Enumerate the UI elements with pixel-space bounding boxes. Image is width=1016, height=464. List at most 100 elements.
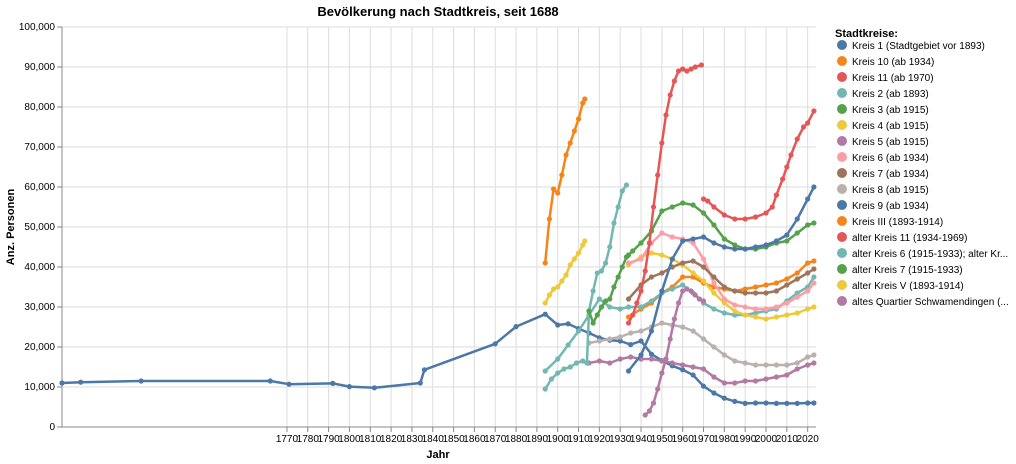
data-point (646, 240, 652, 246)
data-point (700, 256, 707, 262)
data-point (752, 214, 759, 220)
data-point (607, 304, 613, 310)
legend-title: Stadtkreise: (835, 28, 898, 40)
x-tick-label: 1900 (547, 434, 570, 445)
data-point (417, 380, 423, 386)
data-point (794, 310, 800, 316)
data-point (794, 216, 800, 222)
data-point (752, 378, 759, 384)
data-point (648, 298, 655, 304)
data-point (625, 260, 632, 266)
data-point (773, 288, 780, 294)
data-point (346, 384, 353, 390)
data-point (690, 258, 696, 264)
data-point (680, 362, 686, 368)
data-point (684, 68, 690, 74)
data-point (773, 362, 780, 368)
data-point (721, 296, 727, 302)
x-tick-label: 1880 (505, 434, 528, 445)
data-point (628, 342, 634, 348)
data-point (700, 234, 707, 240)
data-point (546, 292, 552, 298)
data-point (742, 216, 748, 222)
data-point (286, 381, 292, 387)
data-point (575, 116, 582, 122)
legend-marker (837, 120, 847, 130)
legend-label: alter Kreis 7 (1915-1933) (852, 265, 963, 276)
data-point (630, 312, 636, 318)
legend-label: altes Quartier Schwamendingen (... (852, 297, 1009, 308)
data-point (634, 300, 640, 306)
data-point (567, 140, 573, 146)
data-point (780, 176, 786, 182)
series-line (61, 312, 814, 405)
data-point (575, 328, 582, 334)
data-point (690, 270, 696, 276)
data-point (711, 274, 717, 280)
data-point (607, 244, 613, 250)
data-point (700, 383, 707, 389)
data-point (421, 367, 428, 373)
data-point (742, 290, 748, 296)
data-point (711, 204, 717, 210)
grid-layer (62, 26, 816, 428)
data-point (805, 400, 811, 406)
data-point (763, 242, 769, 248)
data-point (794, 294, 800, 300)
y-tick-label: 100,000 (19, 22, 56, 33)
data-point (805, 222, 811, 228)
data-point (721, 380, 727, 386)
y-axis-title: Anz. Personen (5, 189, 17, 266)
data-point (763, 282, 769, 288)
data-point (563, 152, 569, 158)
legend-marker (837, 232, 847, 242)
data-point (648, 356, 655, 362)
y-tick-label: 60,000 (24, 182, 55, 193)
data-point (565, 342, 571, 348)
data-point (78, 379, 84, 385)
data-point (690, 274, 696, 280)
x-tick-label: 2000 (755, 434, 778, 445)
x-tick-label: 1960 (672, 434, 695, 445)
data-point (773, 192, 780, 198)
data-point (763, 306, 769, 312)
data-point (563, 272, 569, 278)
data-point (732, 312, 738, 318)
legend-label: Kreis 4 (ab 1915) (852, 121, 929, 132)
x-tick-label: 1980 (713, 434, 736, 445)
series-layer (59, 62, 817, 418)
data-point (721, 244, 727, 250)
data-point (805, 260, 811, 266)
y-tick-label: 20,000 (24, 342, 55, 353)
data-point (575, 250, 582, 256)
legend-marker (837, 88, 847, 98)
y-tick-label: 90,000 (24, 62, 55, 73)
data-point (625, 304, 632, 310)
data-point (784, 312, 790, 318)
data-point (721, 300, 727, 306)
data-point (690, 202, 696, 208)
data-point (561, 366, 567, 372)
legend-label: Kreis 8 (ab 1915) (852, 185, 929, 196)
legend-marker (837, 216, 847, 226)
data-point (611, 220, 617, 226)
data-point (567, 262, 573, 268)
data-point (700, 264, 707, 270)
legend-marker (837, 40, 847, 50)
data-point (698, 62, 705, 68)
data-point (763, 290, 769, 296)
data-point (742, 400, 748, 406)
data-point (811, 108, 817, 114)
legend: Stadtkreise: Kreis 1 (Stadtgebiet vor 18… (835, 28, 1009, 308)
x-tick-label: 1920 (588, 434, 611, 445)
data-point (648, 351, 655, 357)
data-point (596, 296, 602, 302)
data-point (611, 284, 617, 290)
data-point (805, 354, 811, 360)
data-point (763, 362, 769, 368)
data-point (567, 364, 573, 370)
data-point (630, 248, 636, 254)
data-point (617, 334, 623, 340)
data-point (555, 284, 561, 290)
